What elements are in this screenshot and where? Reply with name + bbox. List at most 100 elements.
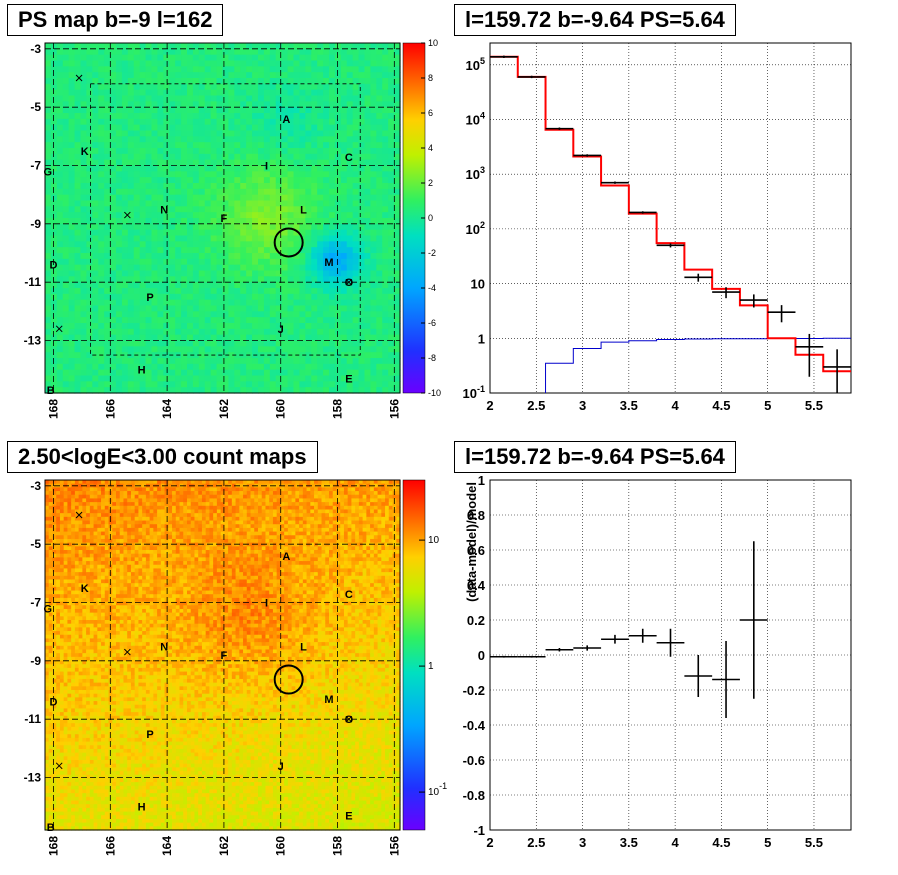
count-map-cell <box>52 590 57 595</box>
ps-map-cell <box>110 229 117 237</box>
ps-map-cell <box>210 264 218 272</box>
ps-map-cell <box>317 229 324 237</box>
count-map-cell <box>86 807 91 813</box>
ps-map-cell <box>281 223 289 231</box>
count-map-cell <box>48 480 54 485</box>
ps-map-cell <box>50 218 58 225</box>
ps-map-cell <box>388 282 395 289</box>
ps-map-cell <box>269 95 277 102</box>
ps-map-cell <box>311 381 318 388</box>
count-map-cell <box>89 767 95 772</box>
ps-map-cell <box>234 153 241 161</box>
ps-map-cell <box>358 107 366 114</box>
ps-map-cell <box>281 363 289 371</box>
ps-map-cell <box>187 188 194 196</box>
count-map-cell <box>59 671 65 676</box>
count-map-cell <box>52 815 57 820</box>
spectrum-y-tick-label: 1 <box>478 331 485 346</box>
count-map-cell <box>74 726 80 732</box>
count-map-cell <box>89 678 95 684</box>
count-map-cell <box>67 520 72 525</box>
ps-map-cell <box>204 83 212 91</box>
ps-map-cell <box>382 375 389 382</box>
ps-map-cell <box>358 253 366 260</box>
ps-map-cell <box>68 247 76 254</box>
ps-map-cell <box>169 323 176 330</box>
ps-map-cell <box>139 136 147 143</box>
count-map-cell <box>82 505 87 511</box>
ps-map-cell <box>299 369 306 377</box>
count-map-cell <box>82 715 87 721</box>
ps-map-cell <box>187 358 194 365</box>
count-map-cell <box>63 575 69 581</box>
ps-map-cell <box>175 375 182 382</box>
ps-map-cell <box>210 328 218 336</box>
count-map-cell <box>89 774 95 780</box>
count-map-cell <box>45 811 50 816</box>
ps-map-cell <box>139 54 147 62</box>
count-map-cell <box>56 656 61 662</box>
ps-map-cell <box>133 293 141 301</box>
ps-map-cell <box>305 235 312 242</box>
ps-map-cell <box>98 270 105 277</box>
ps-map-cell <box>62 369 70 377</box>
count-map-cell <box>82 605 87 610</box>
ps-map-cell <box>121 148 129 155</box>
ps-map-cell <box>222 317 230 324</box>
count-map-cell <box>82 723 87 728</box>
ps-map-cell <box>192 177 200 184</box>
ps-map-cell <box>110 311 117 318</box>
ps-map-cell <box>139 276 147 283</box>
ps-map-cell <box>222 288 230 295</box>
ps-map-cell <box>187 83 194 91</box>
ps-map-cell <box>317 363 324 371</box>
ps-map-cell <box>246 311 253 318</box>
ps-map-cell <box>104 60 111 67</box>
ps-map-cell <box>151 60 159 67</box>
spectrum-data-point <box>601 181 629 184</box>
ps-map-cell <box>198 60 206 67</box>
count-map-cell <box>63 715 69 721</box>
ps-map-cell <box>222 229 230 237</box>
count-map-cell <box>59 767 65 772</box>
ps-map-cell <box>133 113 141 120</box>
ps-map-cell <box>187 101 194 108</box>
ps-map-cell <box>246 253 253 260</box>
count-map-cell <box>82 712 87 717</box>
count-map-cell <box>63 542 69 547</box>
count-map-cell <box>71 793 76 798</box>
count-map-cell <box>56 734 61 739</box>
ps-map-cell <box>187 387 194 394</box>
ps-map-cell <box>104 323 111 330</box>
ps-map-cell <box>258 299 265 307</box>
count-map-cell <box>52 675 57 680</box>
ps-map-cell <box>62 78 70 85</box>
count-map-cell <box>59 712 65 717</box>
ps-map-cell <box>305 241 312 248</box>
count-map-cell <box>89 605 95 610</box>
ps-map-cell <box>382 142 389 149</box>
count-map-cell <box>48 656 54 662</box>
ps-map-cell <box>216 235 224 242</box>
count-map-cell <box>86 594 91 599</box>
ps-map-cell <box>86 165 93 172</box>
count-map-cell <box>63 568 69 573</box>
count-map-cell <box>93 520 98 525</box>
ps-map-cell <box>382 328 389 336</box>
ps-map-cell <box>86 171 93 178</box>
ps-map-cell <box>45 60 52 67</box>
count-map-cell <box>89 822 95 827</box>
ps-map-cell <box>352 247 360 254</box>
ps-map-cell <box>382 258 389 266</box>
count-map-cell <box>74 542 80 547</box>
ps-map-cell <box>139 130 147 137</box>
ps-map-cell <box>192 142 200 149</box>
ps-map-cell <box>163 183 170 190</box>
ps-map-cell <box>216 288 224 295</box>
ps-map-cell <box>151 200 159 207</box>
ps-map-cell <box>252 136 259 143</box>
ps-map-cell <box>181 363 188 371</box>
count-map-cell <box>74 491 80 496</box>
ps-map-cell <box>62 142 70 149</box>
ps-map-cell <box>388 328 395 336</box>
